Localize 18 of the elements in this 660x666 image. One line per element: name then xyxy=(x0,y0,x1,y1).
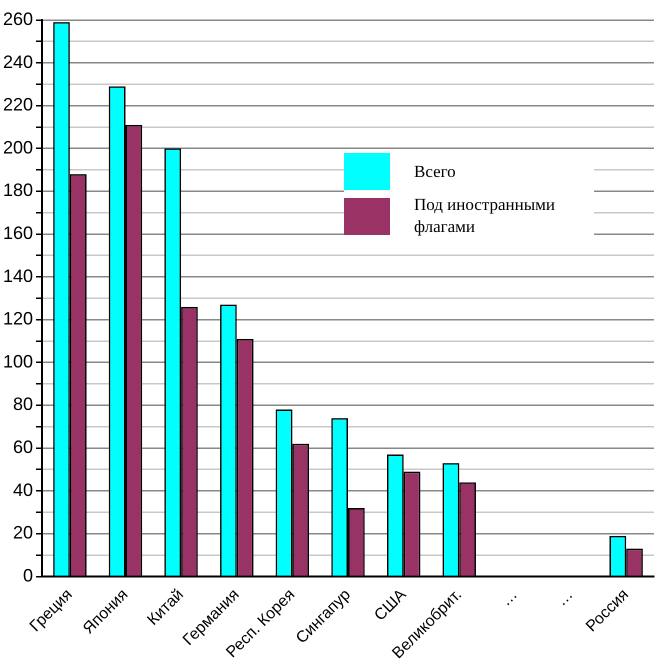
y-tick-label: 40 xyxy=(13,480,34,500)
y-tick-label: 240 xyxy=(2,52,34,72)
legend-label: Под иностранными флагами xyxy=(414,194,556,238)
y-tick-label: 0 xyxy=(23,565,34,586)
legend-label: Всего xyxy=(414,160,456,182)
y-tick-label: 260 xyxy=(2,8,34,29)
x-tick-label: … xyxy=(553,586,576,610)
y-tick-label: 100 xyxy=(2,351,34,372)
y-tick-label: 200 xyxy=(2,137,34,158)
y-tick-label: 60 xyxy=(13,437,34,458)
y-tick-label: 180 xyxy=(2,180,34,200)
y-tick-label: 120 xyxy=(2,308,34,329)
y-tick-label: 140 xyxy=(2,266,34,286)
x-tick-label: … xyxy=(498,586,521,610)
y-tick-label: 80 xyxy=(13,394,34,414)
y-tick-label: 160 xyxy=(2,223,34,244)
y-tick-label: 220 xyxy=(2,94,34,115)
y-tick-label: 20 xyxy=(13,522,34,543)
